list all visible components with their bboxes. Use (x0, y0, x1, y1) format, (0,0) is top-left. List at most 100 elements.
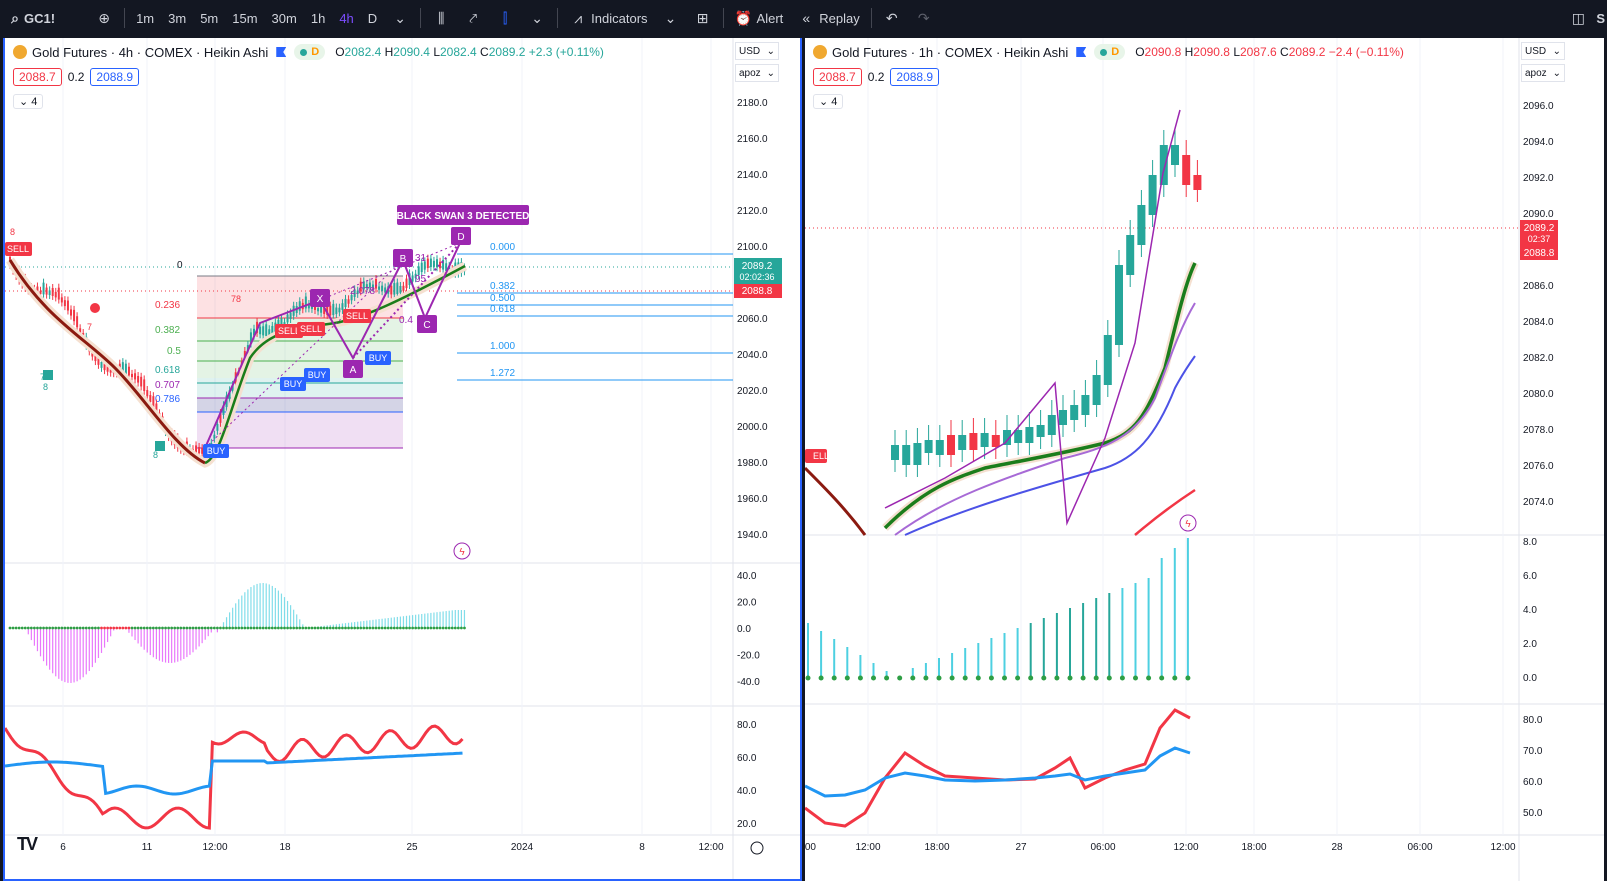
candles-button[interactable]: ⫼ (425, 0, 457, 36)
scale-select[interactable]: apoz ⌄ (1521, 64, 1565, 82)
candle-body (48, 290, 51, 296)
candle-body (201, 448, 204, 454)
indicators-dropdown[interactable]: ⌄ (655, 0, 687, 36)
zero-dot (145, 626, 149, 630)
flag-icon[interactable] (1076, 47, 1087, 57)
redo-button[interactable]: ↷ (908, 0, 940, 36)
buy-price-button[interactable]: 2088.9 (90, 68, 140, 86)
minus-marker (90, 303, 100, 313)
tf-5m[interactable]: 5m (200, 10, 219, 26)
indicators-collapse-button[interactable]: ⌄ 4 (13, 94, 44, 109)
price-label: 2000.0 (737, 422, 768, 433)
gold-coin-icon (13, 45, 27, 59)
bid-price-value: 2088.8 (742, 286, 773, 297)
rsi-label: 80.0 (1523, 715, 1543, 726)
zero-dot (414, 626, 418, 630)
replay-button[interactable]: « Replay (790, 0, 866, 36)
replay-label: Replay (819, 10, 860, 26)
chevron-down-icon: ⌄ (1552, 45, 1561, 57)
price-label: 1940.0 (737, 530, 768, 541)
indicators-button[interactable]: ⩘ Indicators (562, 0, 654, 36)
candle-body (423, 261, 426, 270)
chart-type-button[interactable]: ⫿ (489, 0, 521, 36)
series-title[interactable]: Gold Futures · 4h · COMEX · Heikin Ashi (32, 44, 269, 60)
zero-dot (127, 626, 131, 630)
sell-price-button[interactable]: 2088.7 (813, 68, 862, 86)
timeframe-dropdown[interactable]: ⌄ (384, 0, 416, 36)
candle-body (76, 316, 79, 328)
point-a-marker (343, 360, 363, 378)
price-label: 1960.0 (737, 494, 768, 505)
price-label: 2080.0 (1523, 389, 1554, 400)
tf-4h[interactable]: 4h (339, 10, 354, 26)
candle-body (198, 446, 201, 454)
candle-body (329, 305, 332, 316)
tf-15m[interactable]: 15m (232, 10, 258, 26)
panel-toggle-button[interactable]: ◫ (1562, 0, 1594, 36)
scale-select[interactable]: apoz ⌄ (735, 64, 779, 82)
candle-body (341, 303, 344, 310)
flag-icon[interactable] (276, 47, 287, 57)
gold-coin-icon (813, 45, 827, 59)
alert-button[interactable]: ⏰ Alert (728, 0, 791, 36)
fib-label: 0.786 (155, 394, 180, 405)
count-label: 8 (10, 227, 15, 237)
chart-canvas-4h[interactable]: 0 0.236 0.382 0.5 0.618 0.707 0.786 0.00… (5, 38, 802, 881)
zero-dot (23, 626, 27, 630)
point-label: A (350, 365, 357, 376)
zero-dot (97, 626, 100, 630)
zero-dot (936, 675, 942, 681)
plus-circle-icon: ⊕ (98, 10, 110, 26)
zero-dot (176, 626, 180, 630)
compare-symbol-button[interactable]: ⊕ (88, 0, 120, 36)
symbol-search[interactable]: ⌕ GC1! (0, 0, 62, 36)
rsi-label: 70.0 (1523, 746, 1543, 757)
chart-panel-1h[interactable]: Gold Futures · 1h · COMEX · Heikin Ashi … (805, 38, 1604, 881)
indicators-collapse-button[interactable]: ⌄ 4 (813, 94, 844, 109)
layout-button[interactable]: ⊞ (687, 0, 719, 36)
compare-button[interactable]: ⤤ (457, 0, 489, 36)
buy-signal: BUY (284, 379, 303, 389)
panel-icon: ◫ (1571, 10, 1585, 26)
zero-dot (255, 626, 259, 630)
market-status[interactable]: D (294, 44, 326, 60)
zero-dot (26, 626, 30, 630)
sell-price-button[interactable]: 2088.7 (13, 68, 62, 86)
divider (870, 8, 872, 28)
zero-dot (158, 626, 161, 630)
series-title[interactable]: Gold Futures · 1h · COMEX · Heikin Ashi (832, 44, 1069, 60)
spread-value: 0.2 (67, 70, 85, 84)
replay-icon: « (802, 10, 811, 26)
tf-3m[interactable]: 3m (168, 10, 187, 26)
candle-body (396, 282, 399, 295)
currency-select[interactable]: USD ⌄ (735, 42, 779, 60)
zero-dot (1133, 675, 1138, 681)
zero-dot (36, 626, 39, 630)
market-status[interactable]: D (1094, 44, 1126, 60)
flash-icon (453, 542, 471, 560)
undo-icon: ↶ (885, 10, 898, 26)
currency-select[interactable]: USD ⌄ (1521, 42, 1565, 60)
chart-panel-4h[interactable]: Gold Futures · 4h · COMEX · Heikin Ashi … (3, 38, 802, 881)
zero-dot (405, 626, 408, 630)
fib-label: 0.5 (167, 346, 181, 357)
candle-body (429, 258, 432, 268)
publish-button[interactable]: S (1596, 10, 1605, 26)
ma-line-purple (894, 302, 1196, 536)
zero-dot (450, 626, 454, 630)
tf-30m[interactable]: 30m (271, 10, 297, 26)
zero-dot (225, 626, 228, 630)
ratio-label: 0.4 (399, 315, 413, 326)
tf-1m[interactable]: 1m (136, 10, 155, 26)
candle-body (307, 303, 310, 309)
candle-body (390, 285, 393, 295)
buy-price-button[interactable]: 2088.9 (890, 68, 940, 86)
tf-d[interactable]: D (367, 10, 378, 26)
chart-type-dropdown[interactable]: ⌄ (521, 0, 553, 36)
undo-button[interactable]: ↶ (876, 0, 908, 36)
tf-1h[interactable]: 1h (310, 10, 326, 26)
chart-canvas-1h[interactable]: ELL ϟ 2096.02094.02092.02090.02088.02086… (805, 38, 1604, 881)
divider (722, 8, 724, 28)
zero-dot (304, 626, 308, 630)
price-label: 2086.0 (1523, 281, 1554, 292)
